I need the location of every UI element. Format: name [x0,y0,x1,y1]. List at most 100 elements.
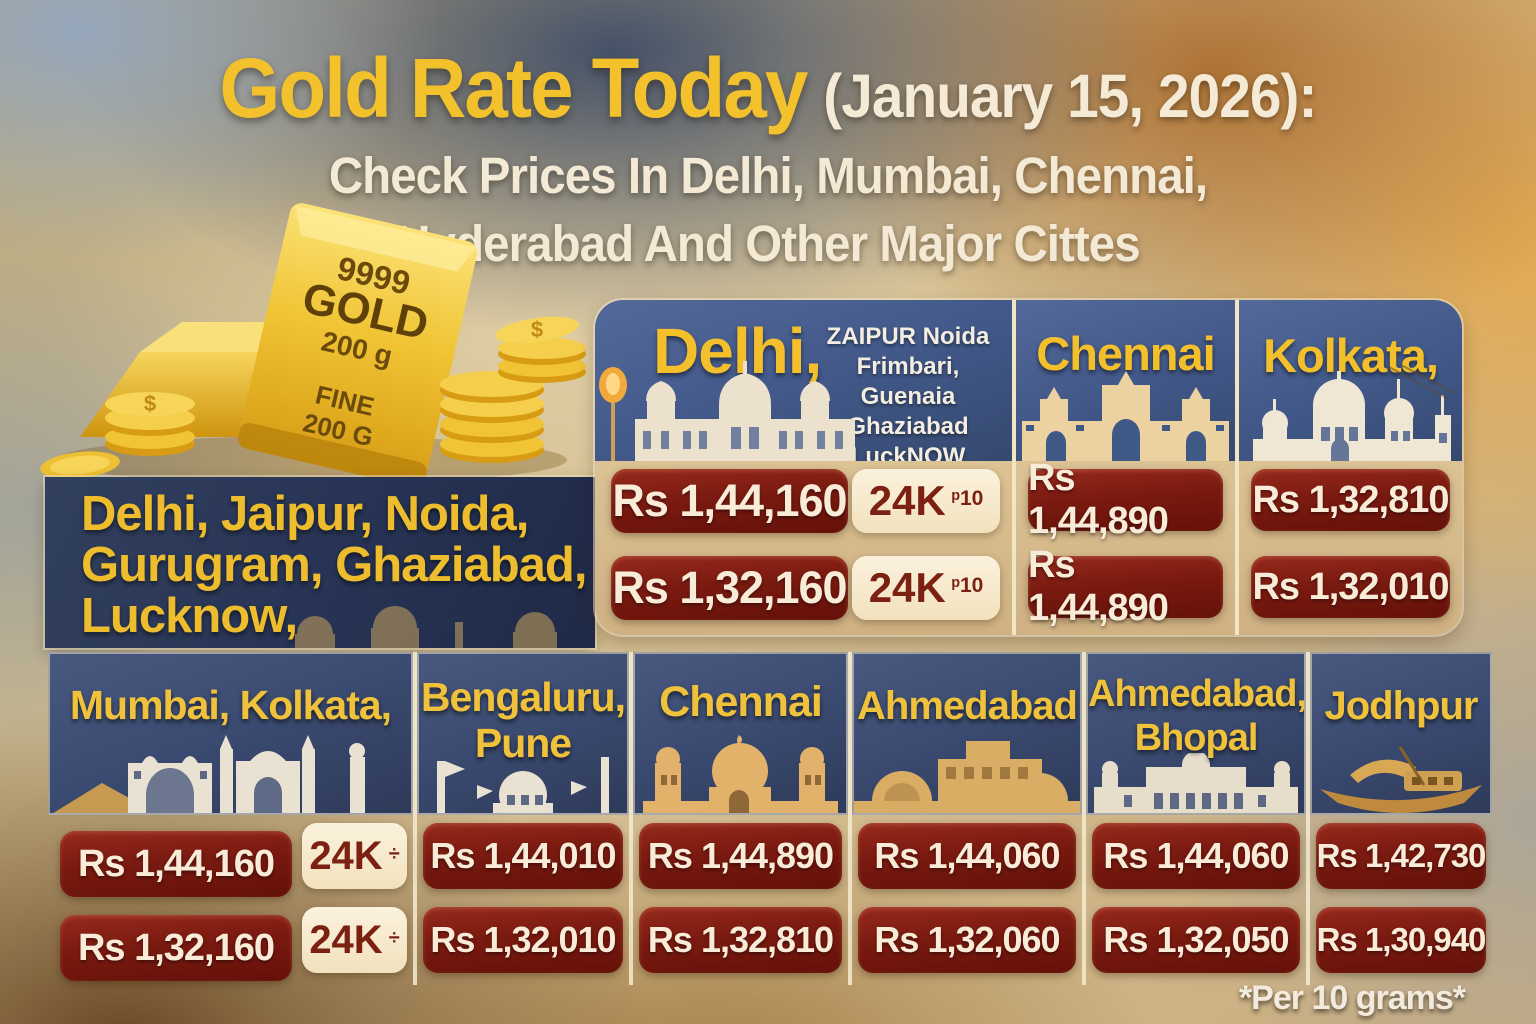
price-value: Rs 1,32,010 [423,907,623,973]
bengaluru-pune-header: Bengaluru, Pune [417,652,629,815]
delhi-skyline-illustration [599,361,855,461]
price-value: Rs 1,44,890 [1028,457,1223,542]
page-title: Gold Rate Today [219,41,809,135]
ahmedabad-header: Ahmedabad [852,652,1082,815]
karat-label: 24K [309,917,383,962]
jodhpur-header: Jodhpur [1310,652,1492,815]
column-chennai: Chennai Rs 1 [633,652,848,985]
bhopal-palace-illustration [1094,753,1298,813]
panel-kolkata: Kolkata, [1239,300,1462,635]
price-value: Rs 1,44,890 [639,823,842,889]
title-line-1: Gold Rate Today (January 15, 2026): [219,40,1318,137]
price-value: Rs 1,32,160 [611,556,848,620]
title-subtitle-1: Check Prices In Delhi, Mumbai, Chennai, [328,147,1208,204]
chennai-header: Chennai [1016,300,1235,461]
price-value: Rs 1,44,060 [858,823,1076,889]
price-row-2: Rs 1,32,160 24K ÷ [54,907,407,981]
title-date: (January 15, 2026): [823,62,1317,130]
delhi-city-label: Delhi, [653,315,822,387]
ahmedabad-bhopal-header: Ahmedabad, Bhopal [1086,652,1306,815]
svg-text:$: $ [531,317,543,342]
price-value: Rs 1,44,010 [423,823,623,889]
delhi-subcity-2: Frimbari, Guenaia [856,353,960,410]
column-divider [413,652,417,985]
karat-badge: 24K ᵖ10 [852,556,1000,620]
price-value: Rs 1,42,730 [1316,823,1486,889]
price-value: Rs 1,32,160 [60,915,292,981]
kolkata-city-label: Kolkata, [1263,329,1439,382]
mumbai-skyline-illustration [53,735,365,813]
delhi-subcity-4: LuckNOW [850,443,966,461]
main-gold-bar: 9999 GOLD 200 g FINE 200 G [237,203,478,487]
city-label: Ahmedabad [857,684,1078,728]
chennai-prices: Rs 1,44,890 Rs 1,44,890 [1016,457,1235,635]
price-value: Rs 1,32,810 [639,907,842,973]
delhi-subcities: ZAIPUR Noida Frimbari, Guenaia Ghaziabad… [811,322,1005,461]
city-label: Chennai [659,678,823,726]
left-cities-line-2: Gurugram, Ghaziabad, [81,538,587,592]
panel-delhi: Delhi, ZAIPUR Noida Frimbari, Guenaia Gh… [595,300,1012,635]
karat-label: 24K [309,833,383,878]
column-ahmedabad-bhopal: Ahmedabad, Bhopal [1086,652,1306,985]
kolkata-header: Kolkata, [1239,300,1462,461]
price-value: Rs 1,44,160 [611,469,848,533]
bottom-rate-grid: Mumbai, Kolkata, [48,652,1492,985]
bengaluru-skyline-illustration [437,757,609,813]
column-jodhpur: Jodhpur Rs 1,42,730 Rs 1,30,940 [1310,652,1492,985]
column-ahmedabad: Ahmedabad [852,652,1082,985]
city-label: Pune [474,720,572,766]
price-value: Rs 1,32,050 [1092,907,1300,973]
left-cities-line-1: Delhi, Jaipur, Noida, [81,487,529,541]
column-divider [629,652,633,985]
price-row-1: Rs 1,44,160 24K ÷ [54,823,407,897]
karat-suffix: ᵖ10 [951,487,984,510]
chennai-mosque-illustration [643,735,838,813]
left-cities-text: Delhi, Jaipur, Noida, Gurugram, Ghaziaba… [81,487,587,642]
karat-badge: 24K ᵖ10 [852,469,1000,533]
price-value: Rs 1,32,060 [858,907,1076,973]
delhi-subcity-3: Ghaziabad [847,413,969,440]
karat-suffix: ÷ [388,926,400,949]
city-label: Ahmedabad, [1088,673,1306,715]
price-value: Rs 1,44,160 [60,831,292,897]
kolkata-prices: Rs 1,32,810 Rs 1,32,010 [1239,461,1462,635]
karat-badge: 24K ÷ [302,907,407,973]
title-subtitle-2: Hyderabad And Other Major Cittes [396,215,1140,272]
jodhpur-boat-illustration [1320,746,1482,813]
delhi-subcity-1: ZAIPUR Noida [826,323,990,350]
city-label: Bhopal [1134,717,1259,759]
column-mumbai-kolkata: Mumbai, Kolkata, [48,652,413,985]
chennai-skyline-illustration [1022,371,1229,461]
delhi-price-row-2: Rs 1,32,160 24K ᵖ10 [611,556,1000,620]
gold-bars-illustration: 9999 GOLD 200 g FINE 200 G $ [40,203,586,487]
price-value: Rs 1,44,890 [1028,544,1223,629]
karat-suffix: ᵖ10 [951,574,984,597]
ahmedabad-fort-illustration [854,741,1080,813]
city-label: Mumbai, Kolkata, [69,682,392,728]
karat-suffix: ÷ [388,842,400,865]
left-cities-band: Delhi, Jaipur, Noida, Gurugram, Ghaziaba… [45,477,595,648]
panel-chennai: Chennai [1016,300,1235,635]
price-value: Rs 1,32,010 [1251,556,1450,618]
mumbai-kolkata-header: Mumbai, Kolkata, [48,652,413,815]
delhi-price-row-1: Rs 1,44,160 24K ᵖ10 [611,469,1000,533]
column-divider [1306,652,1310,985]
city-label: Jodhpur [1324,684,1479,728]
chennai-bottom-header: Chennai [633,652,848,815]
svg-text:$: $ [144,391,156,416]
coin-stacks: $ [440,316,586,463]
top-rate-grid: Delhi, ZAIPUR Noida Frimbari, Guenaia Gh… [595,300,1462,635]
karat-label: 24K [868,564,946,611]
left-coins: $ [40,391,195,479]
delhi-header: Delhi, ZAIPUR Noida Frimbari, Guenaia Gh… [595,300,1012,461]
per-10-grams-note: *Per 10 grams* [1238,979,1466,1017]
price-value: Rs 1,32,810 [1251,469,1450,531]
city-label: Bengaluru, [420,674,626,720]
karat-label: 24K [868,477,946,524]
delhi-prices: Rs 1,44,160 24K ᵖ10 Rs 1,32,160 24K ᵖ10 [595,461,1012,635]
column-divider [1082,652,1086,985]
karat-badge: 24K ÷ [302,823,407,889]
column-bengaluru-pune: Bengaluru, Pune Rs 1,44,010 Rs 1,32 [417,652,629,985]
title-block: Gold Rate Today (January 15, 2026): Chec… [219,40,1318,273]
